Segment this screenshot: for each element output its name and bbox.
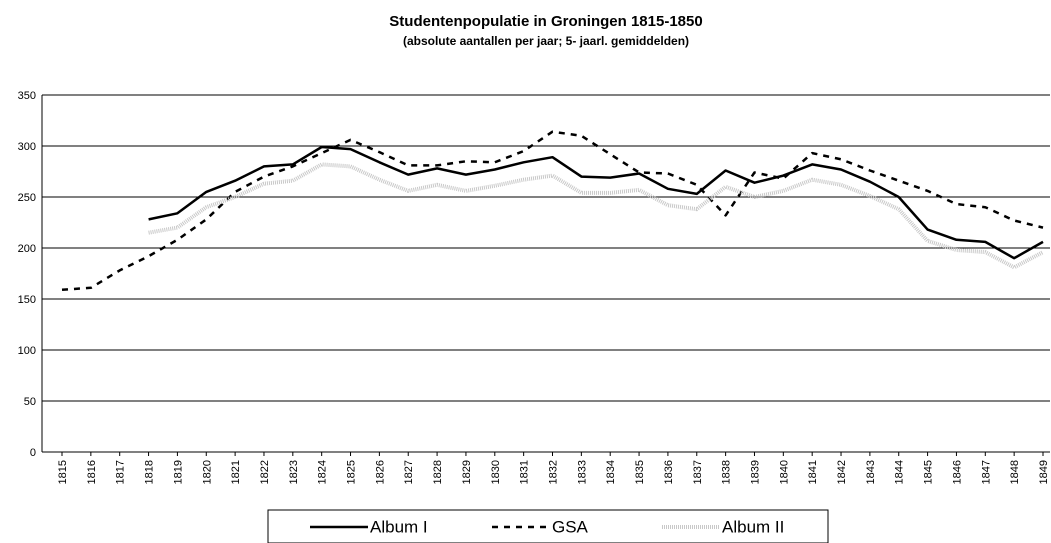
- x-tick-label: 1843: [865, 460, 877, 484]
- y-tick-label: 100: [18, 345, 36, 357]
- x-tick-label: 1847: [980, 460, 992, 484]
- y-tick-label: 250: [18, 192, 36, 204]
- legend-label: Album II: [722, 517, 784, 536]
- x-tick-label: 1831: [519, 460, 531, 484]
- x-tick-label: 1839: [749, 460, 761, 484]
- x-tick-label: 1846: [951, 460, 963, 484]
- x-tick-label: 1842: [836, 460, 848, 484]
- x-tick-label: 1845: [923, 460, 935, 484]
- x-tick-label: 1835: [634, 460, 646, 484]
- x-tick-label: 1818: [144, 460, 156, 484]
- x-tick-label: 1833: [576, 460, 588, 484]
- x-tick-label: 1822: [259, 460, 271, 484]
- y-tick-label: 200: [18, 243, 36, 255]
- x-tick-label: 1834: [605, 460, 617, 484]
- x-tick-label: 1838: [721, 460, 733, 484]
- x-tick-label: 1819: [172, 460, 184, 484]
- x-tick-label: 1826: [374, 460, 386, 484]
- x-tick-label: 1820: [201, 460, 213, 484]
- x-tick-label: 1837: [692, 460, 704, 484]
- legend-label: GSA: [552, 517, 589, 536]
- x-tick-label: 1830: [490, 460, 502, 484]
- x-tick-label: 1816: [86, 460, 98, 484]
- x-tick-label: 1824: [317, 460, 329, 484]
- chart-title: Studentenpopulatie in Groningen 1815-185…: [389, 13, 702, 30]
- series-line: [61, 130, 1044, 292]
- x-tick-label: 1844: [894, 460, 906, 484]
- x-tick-label: 1829: [461, 460, 473, 484]
- x-tick-label: 1828: [432, 460, 444, 484]
- y-tick-label: 50: [24, 396, 36, 408]
- x-tick-label: 1849: [1038, 460, 1050, 484]
- x-tick-label: 1832: [548, 460, 560, 484]
- series-line: [148, 162, 1044, 270]
- y-tick-label: 0: [30, 447, 36, 459]
- y-tick-label: 150: [18, 294, 36, 306]
- x-tick-label: 1817: [115, 460, 127, 484]
- legend-items: Album I GSA Album II: [310, 517, 784, 536]
- x-tick-label: 1821: [230, 460, 242, 484]
- chart-subtitle: (absolute aantallen per jaar; 5- jaarl. …: [403, 34, 689, 48]
- x-tick-label: 1836: [663, 460, 675, 484]
- legend-label: Album I: [370, 517, 428, 536]
- x-tick-label: 1823: [288, 460, 300, 484]
- x-tick-label: 1827: [403, 460, 415, 484]
- x-tick-label: 1840: [778, 460, 790, 484]
- y-tick-label: 350: [18, 90, 36, 102]
- series-line: [148, 145, 1044, 260]
- x-tick-label: 1841: [807, 460, 819, 484]
- x-tick-label: 1848: [1009, 460, 1021, 484]
- y-tick-label: 300: [18, 141, 36, 153]
- x-tick-label: 1825: [346, 460, 358, 484]
- x-tick-label: 1815: [57, 460, 69, 484]
